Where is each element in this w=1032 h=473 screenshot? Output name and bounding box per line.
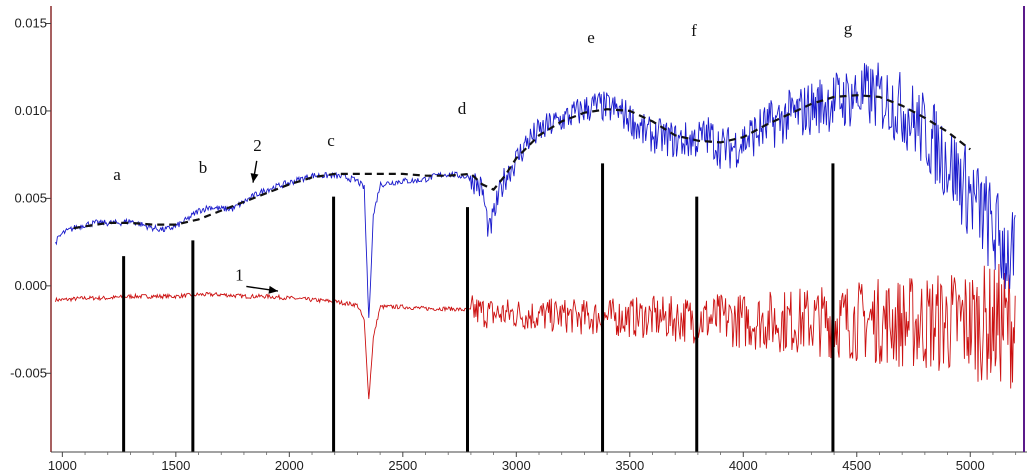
x-tick-label: 3000 — [502, 458, 531, 473]
x-tick-label: 3500 — [615, 458, 644, 473]
marker-label-e: e — [587, 28, 595, 47]
annotation-label-2: 2 — [253, 136, 262, 155]
series-3 — [73, 94, 971, 230]
x-tick-label: 2000 — [275, 458, 304, 473]
series-2 — [55, 263, 1016, 400]
marker-label-g: g — [844, 19, 853, 38]
marker-layer: a b c d e f g — [113, 19, 853, 452]
tick-layer: 1000 1500 2000 2500 3000 3500 4000 4500 5000 -0.0… — [10, 15, 1017, 473]
y-tick-label: 0.015 — [14, 15, 47, 30]
marker-label-f: f — [691, 21, 697, 40]
series-1 — [55, 62, 1016, 318]
series-2-line — [55, 263, 1016, 400]
annotation-layer: 12 — [235, 136, 279, 294]
x-tick-label: 2500 — [388, 458, 417, 473]
annotation-label-1: 1 — [235, 266, 244, 285]
x-tick-label: 1500 — [161, 458, 190, 473]
y-tick-label: -0.005 — [10, 365, 47, 380]
annotation-arrowhead-1 — [268, 285, 278, 294]
x-tick-label: 1000 — [48, 458, 77, 473]
series-3-line — [73, 94, 971, 230]
y-tick-label: 0.010 — [14, 103, 47, 118]
series-layer — [55, 62, 1016, 400]
y-tick-label: 0.000 — [14, 278, 47, 293]
marker-label-c: c — [327, 131, 335, 150]
marker-label-b: b — [199, 158, 208, 177]
annotation-arrowhead-2 — [250, 173, 259, 183]
x-tick-label: 5000 — [956, 458, 985, 473]
series-1-line — [55, 62, 1016, 318]
marker-label-a: a — [113, 165, 121, 184]
y-tick-label: 0.005 — [14, 190, 47, 205]
x-tick-label: 4000 — [729, 458, 758, 473]
x-tick-label: 4500 — [842, 458, 871, 473]
marker-label-d: d — [458, 99, 467, 118]
